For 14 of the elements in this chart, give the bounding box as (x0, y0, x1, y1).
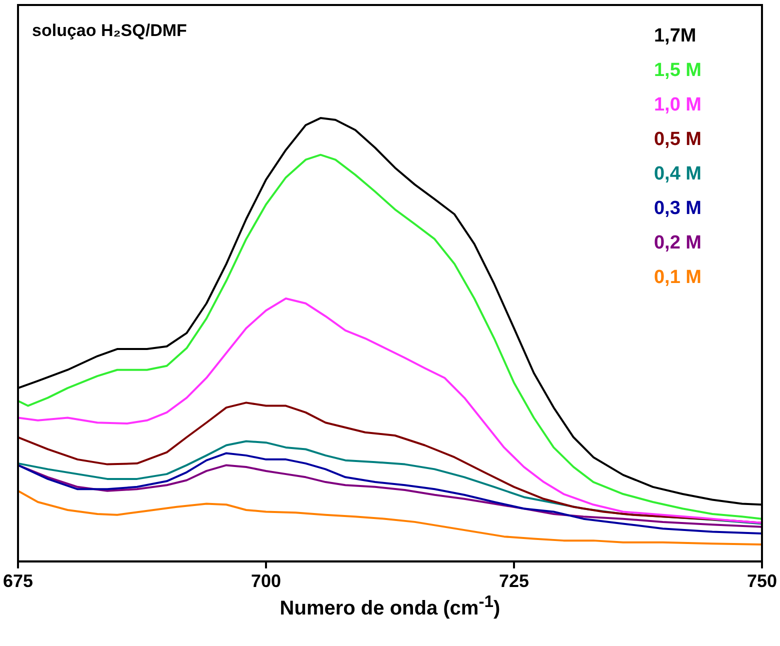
text: 0,1 M (654, 267, 702, 288)
x-axis-title: Numero de onda (cm$^{-1}$) (278, 592, 502, 621)
text: 1,7M (654, 26, 696, 47)
x-tick-label: 675 (2, 571, 34, 592)
text: 1,0 M (654, 94, 702, 116)
x-tick-label: 700 (250, 571, 282, 592)
text: 0,2 M (654, 232, 702, 254)
x-tick-label: 725 (498, 571, 530, 592)
x-tick-label: 750 (746, 571, 778, 592)
text: 0,5 M (654, 129, 702, 150)
text: 0,3 M (654, 198, 702, 220)
text: 1,5 M (654, 60, 702, 82)
text: 0,4 M (654, 164, 702, 185)
chart-title: soluçao H₂SQ/DMF (32, 21, 187, 40)
